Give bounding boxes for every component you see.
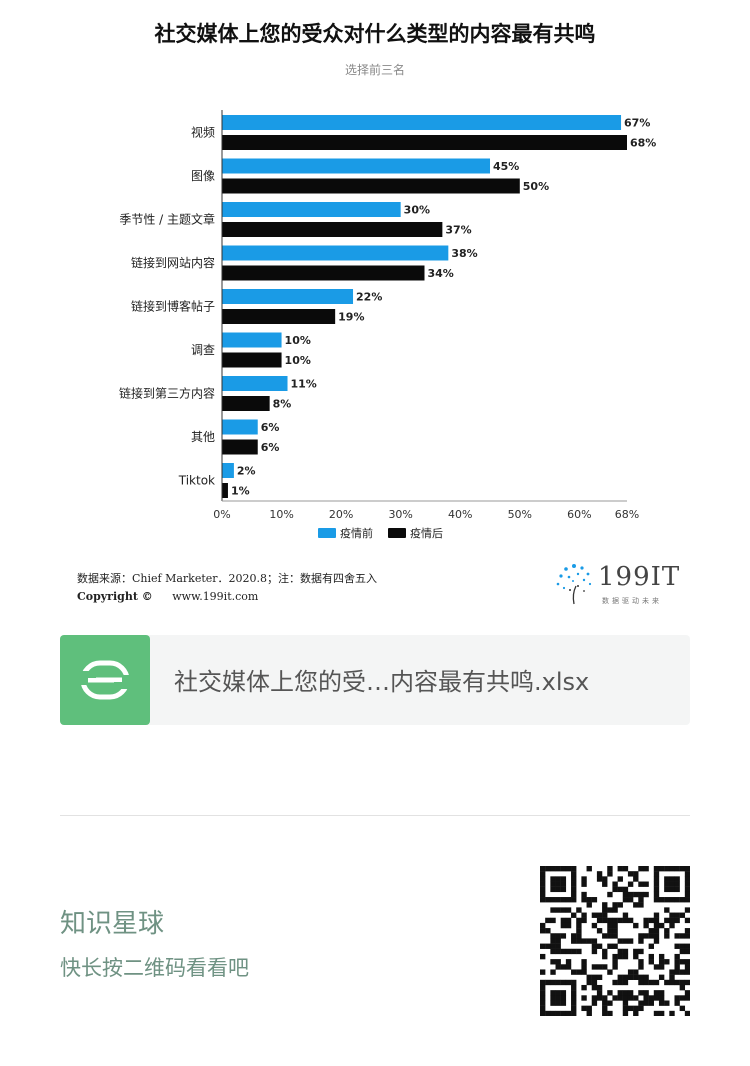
data-label: 30%: [404, 204, 430, 217]
data-label: 22%: [356, 291, 382, 304]
x-tick-label: 60%: [567, 508, 591, 521]
x-tick-label: 10%: [269, 508, 293, 521]
x-tick-label: 20%: [329, 508, 353, 521]
data-label: 6%: [261, 441, 280, 454]
data-label: 19%: [338, 311, 364, 324]
file-attachment-card[interactable]: 社交媒体上您的受…内容最有共鸣.xlsx: [60, 635, 690, 725]
bar-post: [222, 352, 282, 368]
data-label: 38%: [451, 247, 477, 260]
data-label: 45%: [493, 160, 519, 173]
x-tick-label: 68%: [615, 508, 639, 521]
bar-pre: [222, 158, 491, 174]
x-tick-label: 30%: [388, 508, 412, 521]
data-label: 2%: [237, 465, 256, 478]
bar-post: [222, 483, 228, 498]
legend-label: 疫情后: [410, 526, 443, 540]
chart-subtitle: 选择前三名: [344, 63, 405, 77]
category-label: 季节性 / 主题文章: [119, 212, 215, 227]
data-label: 10%: [285, 334, 311, 347]
data-label: 8%: [273, 398, 292, 411]
copyright-label: Copyright ©: [77, 590, 153, 603]
bar-post: [222, 439, 258, 455]
bar-pre: [222, 202, 401, 217]
bar-pre: [222, 115, 622, 130]
category-label: Tiktok: [178, 474, 215, 488]
bar-pre: [222, 332, 282, 348]
bar-post: [222, 135, 627, 150]
brand-tagline: 数据驱动未来: [602, 597, 662, 605]
data-label: 11%: [291, 378, 317, 391]
data-label: 6%: [261, 421, 280, 434]
bar-pre: [222, 419, 258, 435]
bar-post: [222, 309, 336, 324]
copyright: Copyright © www.199it.com: [77, 590, 258, 603]
copyright-url[interactable]: www.199it.com: [172, 590, 259, 603]
divider: [60, 815, 690, 816]
data-label: 10%: [285, 354, 311, 367]
promo-title: 知识星球: [60, 909, 165, 939]
bar-post: [222, 222, 443, 237]
data-label: 37%: [445, 224, 471, 237]
legend-swatch: [388, 528, 406, 538]
brand-logo: 199IT 数据驱动未来: [554, 560, 689, 610]
bar-post: [222, 396, 270, 411]
promo-subtitle: 快长按二维码看看吧: [60, 956, 249, 980]
category-label: 调查: [191, 343, 215, 357]
bar-pre: [222, 463, 234, 478]
category-label: 其他: [191, 430, 215, 444]
bar-chart: 视频 67% 68% 图像 45% 50% 季节性 / 主题文章 30% 37% 链接到网站内容 3…: [119, 110, 656, 540]
x-tick-label: 50%: [508, 508, 532, 521]
data-label: 1%: [231, 485, 250, 498]
legend-swatch: [318, 528, 336, 538]
data-label: 67%: [624, 117, 650, 130]
x-tick-label: 0%: [213, 508, 230, 521]
legend-label: 疫情前: [340, 526, 373, 540]
bar-pre: [222, 245, 449, 261]
bar-pre: [222, 289, 354, 304]
category-label: 链接到第三方内容: [119, 386, 215, 401]
spreadsheet-icon: [60, 635, 150, 725]
category-label: 链接到博客帖子: [131, 299, 215, 314]
data-label: 34%: [428, 267, 454, 280]
data-label: 68%: [630, 137, 656, 150]
category-label: 链接到网站内容: [131, 255, 215, 270]
data-source: 数据来源：Chief Marketer．2020.8；注：数据有四舍五入: [77, 572, 378, 585]
bar-post: [222, 265, 425, 281]
file-name: 社交媒体上您的受…内容最有共鸣.xlsx: [174, 668, 590, 696]
dandelion-icon: [556, 564, 592, 605]
bar-pre: [222, 376, 288, 391]
category-label: 图像: [191, 169, 215, 183]
x-tick-label: 40%: [448, 508, 472, 521]
chart-title: 社交媒体上您的受众对什么类型的内容最有共鸣: [154, 22, 596, 46]
category-label: 视频: [191, 125, 215, 140]
brand-name: 199IT: [598, 562, 681, 592]
data-label: 50%: [523, 180, 549, 193]
qr-code[interactable]: [540, 866, 690, 1016]
bar-post: [222, 178, 520, 194]
